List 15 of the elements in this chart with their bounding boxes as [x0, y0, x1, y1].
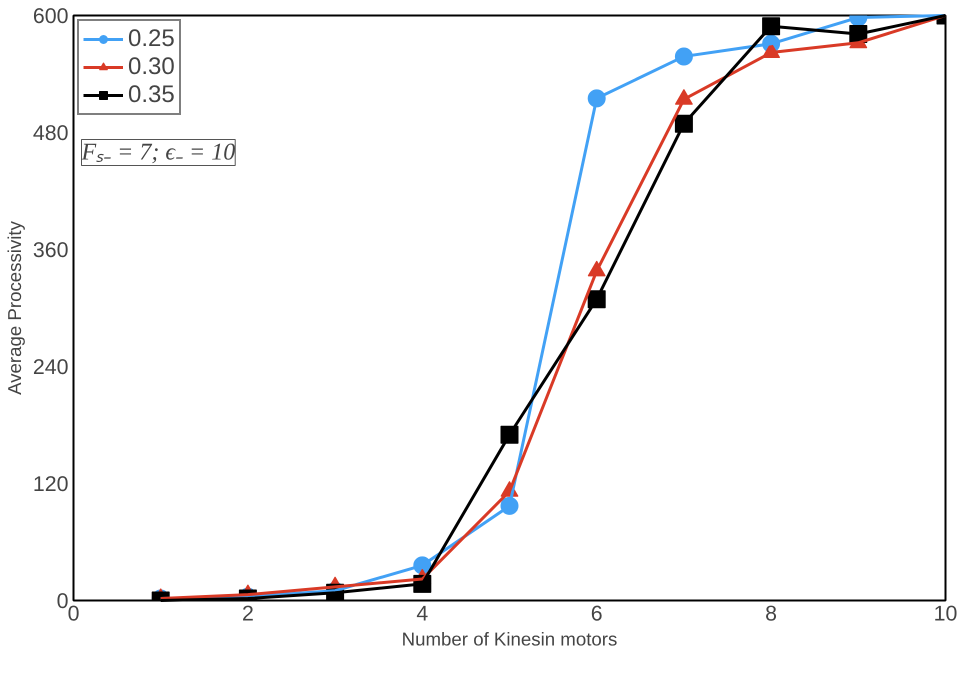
x-axis-title: Number of Kinesin motors — [402, 628, 618, 650]
y-tick-label: 600 — [32, 4, 69, 28]
legend-label: 0.35 — [128, 81, 175, 109]
x-tick-label: 8 — [765, 602, 778, 626]
legend-label: 0.25 — [128, 25, 175, 53]
x-tick-label: 10 — [934, 602, 958, 626]
x-tick-label: 4 — [416, 602, 428, 626]
y-axis-title: Average Processivity — [4, 220, 25, 395]
y-tick-label: 360 — [32, 238, 69, 262]
legend-label: 0.30 — [128, 53, 175, 81]
y-tick-label: 240 — [32, 355, 69, 379]
y-tick-label: 120 — [32, 472, 69, 496]
x-tick-label: 2 — [242, 602, 254, 626]
x-tick-label: 6 — [590, 602, 603, 626]
y-tick-label: 480 — [32, 121, 69, 145]
